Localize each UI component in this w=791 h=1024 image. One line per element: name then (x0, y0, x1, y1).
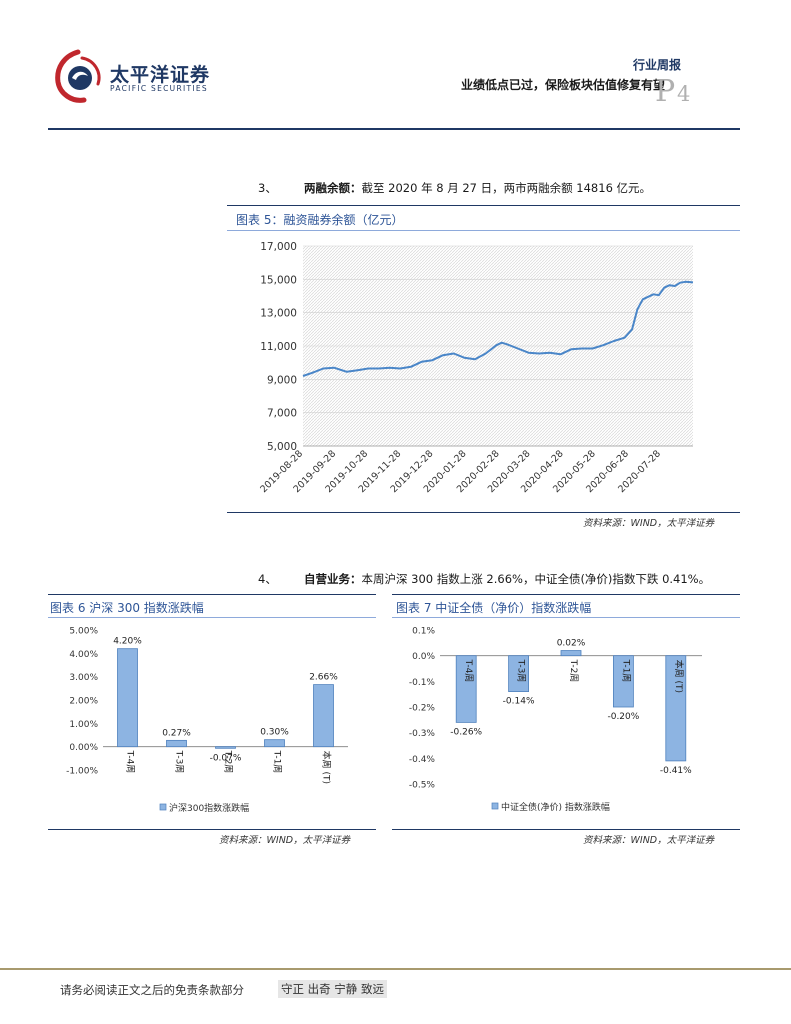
bond-index-change-bar-chart: 0.1% 0.0% -0.1% -0.2% -0.3% -0.4% -0.5% -0.26% T… (409, 627, 702, 813)
section-3-heading: 两融余额： (304, 181, 362, 195)
figure-5-title-rule (227, 230, 740, 231)
y-tick-label: 2.00% (69, 697, 98, 707)
section-3-text: 截至 2020 年 8 月 27 日，两市两融余额 14816 亿元。 (361, 181, 652, 195)
bar (264, 739, 285, 748)
margin-balance-line-chart: 5,0007,0009,00011,00013,00015,00017,000 … (258, 241, 694, 495)
bar (612, 655, 634, 708)
section-3-paragraph: 3、 两融余额：截至 2020 年 8 月 27 日，两市两融余额 14816 亿… (258, 180, 651, 196)
bar-data-label: 4.20% (113, 637, 142, 647)
logo-emblem (55, 49, 101, 103)
x-category-label: T-3周 (516, 659, 527, 683)
y-tick-label: 11,000 (260, 341, 297, 353)
y-tick-label: 5,000 (267, 441, 297, 453)
disclaimer-note: 请务必阅读正文之后的免责条款部分 (60, 983, 244, 997)
bar-data-label: 0.02% (557, 639, 586, 649)
y-tick-label: 1.00% (69, 720, 98, 730)
y-tick-label: 0.00% (69, 743, 98, 753)
section-4-heading: 自营业务： (304, 572, 362, 586)
x-category-label: T-2周 (568, 659, 579, 683)
section-4-text: 本周沪深 300 指数上涨 2.66%，中证全债(净价)指数下跌 0.41%。 (361, 572, 711, 586)
x-category-label: T-1周 (620, 659, 631, 683)
footer-divider (0, 968, 791, 970)
y-tick-label: 9,000 (267, 374, 297, 386)
bar (665, 655, 687, 762)
y-tick-label: 5.00% (69, 627, 98, 637)
x-category-label: 本周 (T) (673, 660, 685, 693)
bar (455, 655, 477, 723)
y-tick-label: 0.1% (412, 627, 435, 637)
section-4-number: 4、 (258, 572, 277, 586)
y-tick-label: -0.1% (409, 678, 436, 688)
y-tick-label: 4.00% (69, 650, 98, 660)
legend-swatch (159, 803, 167, 811)
report-title: 业绩低点已过，保险板块估值修复有望 (460, 78, 665, 92)
y-tick-label: -1.00% (66, 767, 98, 777)
bar (508, 655, 529, 693)
bar-data-label: 0.30% (260, 728, 289, 738)
margin-balance-line (302, 280, 694, 377)
figure-5-title: 图表 5：融资融券余额（亿元） (236, 213, 404, 227)
figure-6-source: 资料来源：WIND，太平洋证券 (219, 835, 351, 846)
company-motto: 守正 出奇 宁静 致远 (278, 980, 387, 998)
y-tick-label: 15,000 (260, 274, 297, 286)
bar-data-label: 2.66% (309, 673, 338, 683)
y-tick-label: 3.00% (69, 673, 98, 683)
figure-5-bottom-rule (227, 512, 740, 513)
legend-swatch (491, 802, 499, 810)
figure-6-top-rule (48, 594, 376, 595)
bar (166, 739, 187, 748)
figure-7-source: 资料来源：WIND，太平洋证券 (583, 835, 715, 846)
figure-7-bottom-rule (392, 829, 740, 830)
y-tick-label: 0.0% (412, 652, 435, 662)
report-type: 行业周报 (632, 58, 681, 72)
y-tick-label: 7,000 (267, 408, 297, 420)
logo-chinese-name: 太平洋证券 (110, 64, 211, 86)
figure-6-title: 图表 6 沪深 300 指数涨跌幅 (50, 601, 204, 615)
bar-data-label: -0.26% (450, 727, 482, 737)
logo-english-name: PACIFIC SECURITIES (110, 84, 208, 93)
page-number: 4 (677, 82, 691, 106)
section-4-paragraph: 4、 自营业务：本周沪深 300 指数上涨 2.66%，中证全债(净价)指数下跌 … (258, 571, 710, 587)
bar-data-label: -0.20% (607, 712, 639, 722)
csi300-change-bar-chart: 5.00% 4.00% 3.00% 2.00% 1.00% 0.00% -1.00% 4.20… (66, 627, 348, 814)
x-category-label: T-3周 (174, 750, 185, 774)
y-tick-label: 17,000 (260, 241, 297, 253)
y-tick-label: -0.4% (409, 755, 436, 765)
bar-data-label: -0.41% (660, 766, 692, 776)
page-letter: P (655, 74, 676, 109)
x-category-label: T-2周 (223, 750, 234, 774)
y-tick-label: 13,000 (260, 308, 297, 320)
y-tick-label: -0.2% (409, 704, 436, 714)
y-tick-label: -0.5% (409, 781, 436, 791)
legend-label: 中证全债(净价) 指数涨跌幅 (501, 801, 610, 813)
legend-label: 沪深300指数涨跌幅 (169, 802, 249, 814)
figure-7-title-rule (392, 617, 740, 618)
bar (215, 746, 236, 749)
x-category-label: T-4周 (463, 659, 474, 683)
x-category-label: 本周 (T) (321, 751, 333, 784)
x-category-label: T-4周 (125, 750, 136, 774)
figure-7-title: 图表 7 中证全债（净价）指数涨跌幅 (396, 601, 592, 615)
figure-7-top-rule (392, 594, 740, 595)
header-divider (48, 128, 740, 130)
figure-5-top-rule (227, 205, 740, 206)
x-category-label: T-1周 (272, 750, 283, 774)
bar (117, 648, 138, 748)
bar-data-label: -0.14% (503, 697, 535, 707)
section-3-number: 3、 (258, 181, 277, 195)
figure-5-source: 资料来源：WIND，太平洋证券 (583, 518, 715, 529)
y-tick-label: -0.3% (409, 729, 436, 739)
bar-data-label: 0.27% (162, 728, 191, 738)
bar (313, 684, 334, 748)
bar-data-label: -0.07% (210, 753, 242, 763)
figure-6-bottom-rule (48, 829, 376, 830)
bar (560, 650, 582, 657)
figure-6-title-rule (48, 617, 376, 618)
